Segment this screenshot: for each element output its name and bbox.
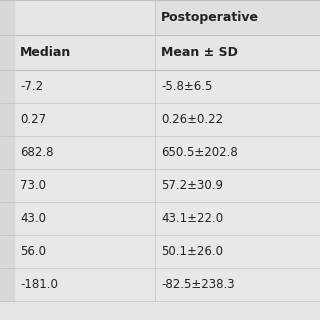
Text: 43.1±22.0: 43.1±22.0	[161, 212, 223, 225]
Text: 650.5±202.8: 650.5±202.8	[161, 146, 238, 159]
Text: -82.5±238.3: -82.5±238.3	[161, 278, 235, 291]
Text: -181.0: -181.0	[20, 278, 58, 291]
Bar	[0, 268, 320, 301]
Text: 43.0: 43.0	[20, 212, 46, 225]
Bar	[0, 169, 14, 202]
Text: 682.8: 682.8	[20, 146, 53, 159]
Bar	[0, 235, 320, 268]
Text: Postoperative: Postoperative	[161, 11, 259, 24]
Text: 0.26±0.22: 0.26±0.22	[161, 113, 223, 126]
Text: 50.1±26.0: 50.1±26.0	[161, 245, 223, 258]
Bar	[0, 70, 320, 103]
Text: -5.8±6.5: -5.8±6.5	[161, 80, 212, 93]
Text: -7.2: -7.2	[20, 80, 43, 93]
Bar	[0, 35, 14, 70]
Text: Mean ± SD: Mean ± SD	[161, 46, 238, 59]
Bar	[0, 202, 320, 235]
Bar	[0, 169, 320, 202]
Bar	[0, 268, 14, 301]
Bar	[0, 103, 14, 136]
Text: 0.27: 0.27	[20, 113, 46, 126]
Bar	[0, 70, 14, 103]
Text: Median: Median	[20, 46, 71, 59]
Bar	[0, 235, 14, 268]
Bar	[0, 0, 155, 35]
Bar	[155, 0, 320, 35]
Text: 73.0: 73.0	[20, 179, 46, 192]
Bar	[0, 202, 14, 235]
Text: 56.0: 56.0	[20, 245, 46, 258]
Text: 57.2±30.9: 57.2±30.9	[161, 179, 223, 192]
Bar	[0, 103, 320, 136]
Bar	[0, 136, 320, 169]
Bar	[0, 35, 320, 70]
Bar	[0, 136, 14, 169]
Bar	[0, 0, 14, 35]
